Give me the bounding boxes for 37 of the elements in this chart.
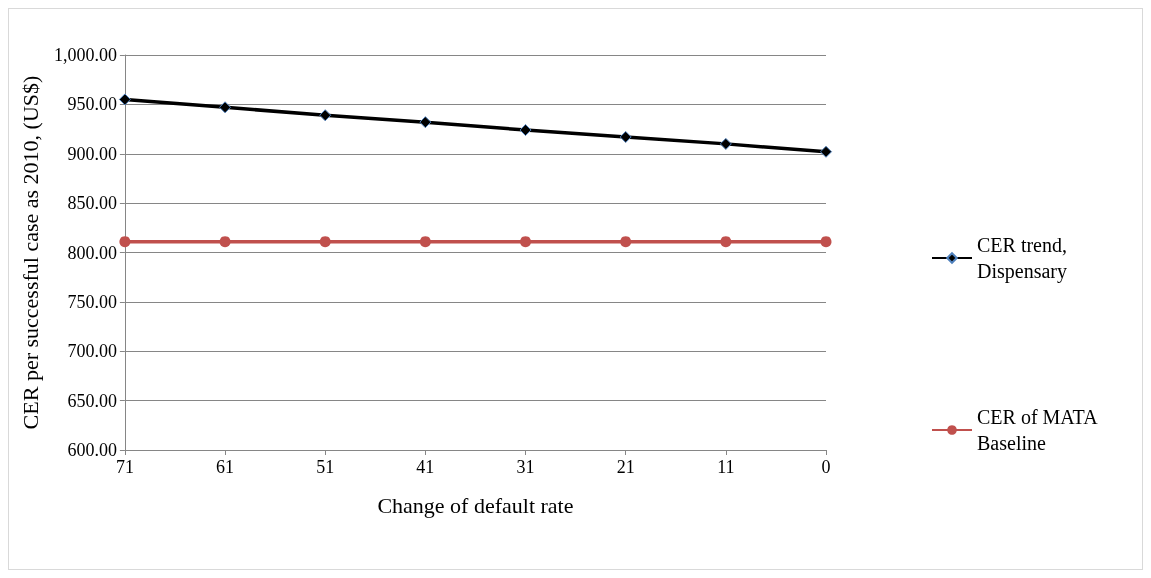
point: [619, 130, 632, 143]
point: [720, 236, 732, 248]
x-tick-label: 21: [616, 457, 635, 477]
x-tick-label: 71: [115, 457, 134, 477]
point: [719, 137, 732, 150]
x-tick-label: 61: [216, 457, 235, 477]
point: [820, 236, 832, 248]
legend-label: CER trend, Dispensary: [977, 234, 1072, 283]
y-tick-label: 900.00: [67, 143, 117, 164]
x-tick-label: 41: [416, 457, 435, 477]
point: [219, 101, 232, 114]
y-tick-label: 700.00: [67, 341, 117, 362]
x-tick-label: 31: [516, 457, 535, 477]
point: [119, 236, 131, 248]
point: [620, 236, 632, 248]
point: [419, 236, 431, 248]
point: [519, 124, 532, 137]
point: [319, 236, 331, 248]
x-tick-label: 11: [717, 457, 735, 477]
x-axis-title: Change of default rate: [377, 492, 574, 518]
y-tick-label: 600.00: [67, 440, 117, 460]
x-tick-label: 0: [821, 457, 831, 477]
y-tick-label: 750.00: [67, 291, 117, 312]
point: [820, 145, 832, 158]
y-tick-label: 1,000.00: [53, 45, 117, 65]
y-tick-label: 650.00: [67, 390, 117, 411]
point: [520, 236, 532, 248]
y-tick-label: 850.00: [67, 193, 117, 214]
y-axis-title: CER per successful case as 2010, (US$): [17, 75, 43, 430]
legend-label: CER of MATA Baseline: [977, 406, 1102, 454]
y-tick-label: 950.00: [67, 94, 117, 115]
point: [118, 93, 131, 106]
y-tick-label: 800.00: [67, 242, 117, 263]
point: [419, 116, 432, 129]
point: [319, 109, 332, 122]
x-tick-label: 51: [316, 457, 335, 477]
point: [219, 236, 231, 248]
